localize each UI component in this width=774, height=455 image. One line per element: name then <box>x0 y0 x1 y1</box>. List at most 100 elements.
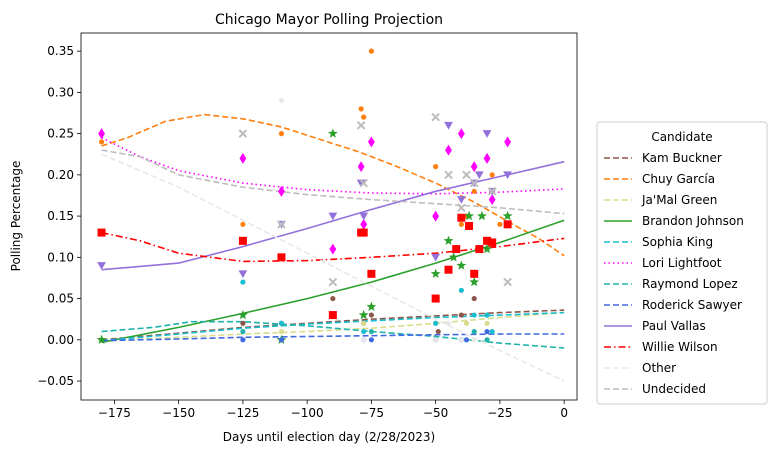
data-point-lori-lightfoot <box>483 152 491 164</box>
data-point-ja-mal-green <box>463 320 470 326</box>
data-point-undecided <box>431 112 440 122</box>
poll-points <box>96 48 513 344</box>
data-point-chuy-garc-a <box>433 164 439 170</box>
data-point-brandon-johnson <box>358 309 369 320</box>
data-point-other <box>445 320 452 326</box>
data-point-willie-wilson <box>475 245 484 254</box>
x-tick-label: −175 <box>98 406 131 420</box>
data-point-willie-wilson <box>359 228 368 237</box>
data-point-raymond-lopez <box>484 337 490 343</box>
data-point-willie-wilson <box>488 238 497 247</box>
data-point-willie-wilson <box>444 265 453 274</box>
data-point-other <box>471 337 477 343</box>
data-point-sophia-king <box>433 320 439 326</box>
data-point-kam-buckner <box>458 312 464 318</box>
y-tick-label: 0.30 <box>47 85 74 99</box>
x-tick-label: −125 <box>226 406 259 420</box>
y-axis-ticks: −0.05 0.00 0.05 0.10 0.15 0.20 0.25 0.30 0.35 <box>37 44 81 388</box>
data-point-lori-lightfoot <box>239 152 247 164</box>
legend-frame <box>596 121 768 405</box>
legend: Candidate Kam Buckner Chuy García Ja'Mal G… <box>596 121 768 405</box>
data-point-paul-vallas <box>328 212 338 221</box>
y-tick-label: 0.35 <box>47 44 74 58</box>
data-point-undecided <box>462 170 471 180</box>
data-point-brandon-johnson <box>238 309 248 320</box>
data-point-lori-lightfoot <box>445 144 452 156</box>
data-point-paul-vallas <box>431 253 441 262</box>
data-point-chuy-garc-a <box>240 221 246 227</box>
data-point-paul-vallas <box>503 171 513 180</box>
trend-line-ja-mal-green <box>101 311 565 343</box>
data-point-brandon-johnson <box>502 210 513 221</box>
data-point-kam-buckner <box>240 320 246 326</box>
data-point-undecided <box>359 178 369 188</box>
data-point-kam-buckner <box>330 295 336 302</box>
data-point-roderick-sawyer <box>463 337 470 343</box>
data-point-sophia-king <box>458 287 464 293</box>
x-tick-label: −100 <box>291 406 324 420</box>
y-tick-label: 0.15 <box>47 209 74 223</box>
data-point-sophia-king <box>278 320 285 326</box>
data-point-paul-vallas <box>359 212 369 221</box>
data-point-lori-lightfoot <box>504 136 512 148</box>
data-point-brandon-johnson <box>96 334 107 344</box>
chart-title: Chicago Mayor Polling Projection <box>215 12 443 28</box>
data-point-willie-wilson <box>238 236 247 245</box>
y-axis-label: Polling Percentage <box>9 161 23 272</box>
data-point-willie-wilson <box>483 236 492 245</box>
data-point-roderick-sawyer <box>240 337 246 343</box>
data-point-willie-wilson <box>431 294 440 303</box>
data-point-sophia-king <box>240 279 246 285</box>
data-point-lori-lightfoot <box>368 136 375 148</box>
x-tick-label: −75 <box>359 406 384 420</box>
data-point-brandon-johnson <box>464 210 474 221</box>
data-point-brandon-johnson <box>327 128 338 138</box>
data-point-ja-mal-green <box>484 320 490 326</box>
data-point-other <box>278 98 285 104</box>
y-tick-label: 0.25 <box>47 127 74 141</box>
y-tick-label: −0.05 <box>37 374 74 388</box>
data-point-undecided <box>444 170 453 180</box>
data-point-ja-mal-green <box>278 328 285 335</box>
data-point-roderick-sawyer <box>484 328 490 335</box>
trend-line-chuy-garc-a <box>101 113 565 257</box>
data-point-undecided <box>487 187 497 196</box>
data-point-undecided <box>277 220 286 229</box>
x-tick-label: −150 <box>162 406 195 420</box>
data-point-ja-mal-green <box>361 320 367 326</box>
x-tick-label: 0 <box>560 406 568 420</box>
data-point-paul-vallas <box>97 262 106 270</box>
data-point-paul-vallas <box>482 130 492 138</box>
data-point-paul-vallas <box>238 270 248 279</box>
x-tick-label: −50 <box>423 406 448 420</box>
data-point-roderick-sawyer <box>368 337 375 343</box>
data-point-undecided <box>356 121 366 130</box>
y-tick-label: 0.10 <box>47 250 74 264</box>
data-point-willie-wilson <box>328 311 337 320</box>
data-point-brandon-johnson <box>430 268 441 278</box>
legend-title: Candidate <box>651 130 712 144</box>
data-point-sophia-king <box>484 312 490 318</box>
trend-line-raymond-lopez <box>101 320 565 349</box>
data-point-brandon-johnson <box>448 252 459 262</box>
legend-label-ja-mal-green: Ja'Mal Green <box>641 193 717 207</box>
data-point-chuy-garc-a <box>98 139 105 145</box>
data-point-lori-lightfoot <box>98 128 105 140</box>
data-point-paul-vallas <box>456 196 466 204</box>
data-point-brandon-johnson <box>366 301 377 311</box>
data-point-kam-buckner <box>368 312 375 318</box>
trend-line-kam-buckner <box>101 309 565 341</box>
x-tick-label: −25 <box>487 406 512 420</box>
data-point-willie-wilson <box>367 269 376 278</box>
data-point-lori-lightfoot <box>457 128 465 140</box>
y-tick-label: 0.20 <box>47 168 74 182</box>
data-point-other <box>361 337 367 343</box>
data-point-lori-lightfoot <box>357 161 365 173</box>
data-point-lori-lightfoot <box>488 194 496 206</box>
data-point-chuy-garc-a <box>368 48 375 54</box>
data-point-lori-lightfoot <box>470 161 478 173</box>
legend-label-roderick-sawyer: Roderick Sawyer <box>642 298 742 312</box>
data-point-willie-wilson <box>97 228 106 237</box>
data-point-brandon-johnson <box>443 235 454 245</box>
data-point-kam-buckner <box>435 328 441 335</box>
